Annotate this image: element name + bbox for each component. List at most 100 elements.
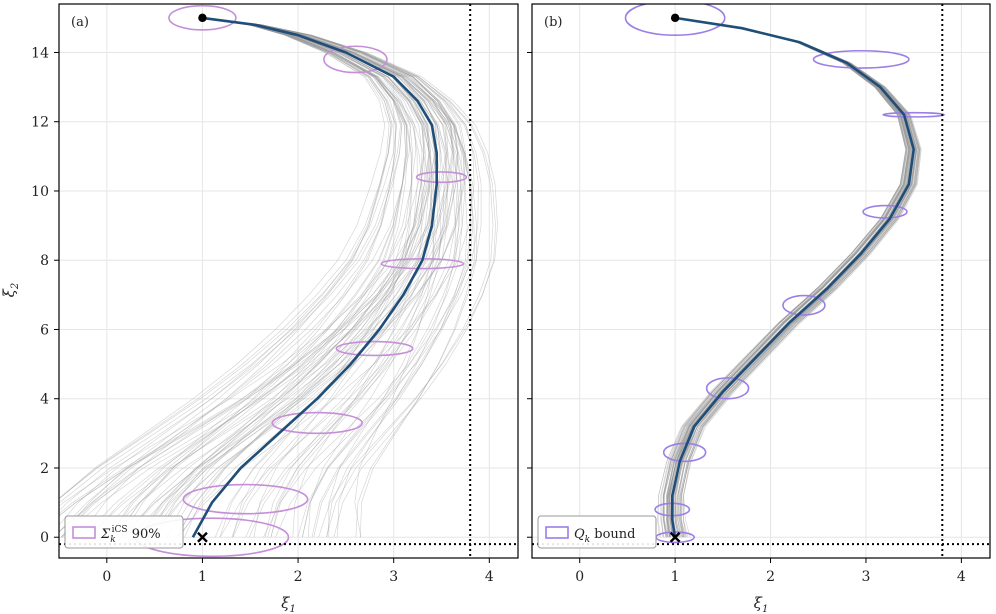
sample-trajectory xyxy=(668,17,910,538)
x-axis-label-main: ξ xyxy=(281,594,290,612)
sample-trajectory xyxy=(675,17,911,538)
sample-trajectory xyxy=(202,17,435,538)
sample-trajectory xyxy=(148,17,406,538)
sample-trajectory xyxy=(662,17,907,538)
sample-trajectory xyxy=(668,17,914,538)
sample-trajectory xyxy=(202,17,494,538)
sample-trajectory xyxy=(663,17,911,538)
target-marker xyxy=(669,531,681,543)
sample-trajectory xyxy=(668,17,909,538)
sample-trajectory xyxy=(137,17,425,538)
sample-trajectory xyxy=(142,17,442,538)
sample-trajectory xyxy=(81,17,435,538)
panel-label: (b) xyxy=(544,15,562,30)
sample-trajectory xyxy=(166,17,408,538)
sample-trajectory xyxy=(666,17,917,538)
confidence-ellipse xyxy=(862,204,908,219)
sample-trajectory xyxy=(138,17,425,538)
sample-trajectory xyxy=(59,17,447,514)
sample-trajectory xyxy=(59,17,436,507)
sample-trajectory xyxy=(129,17,465,538)
x-tick-label: 4 xyxy=(957,569,966,585)
sample-trajectory xyxy=(103,17,459,538)
sample-trajectory xyxy=(59,17,449,517)
x-tick-label: 4 xyxy=(485,569,494,585)
y-tick-label: 6 xyxy=(40,322,49,338)
sample-trajectory xyxy=(675,17,915,538)
sample-trajectory xyxy=(122,17,459,538)
sample-trajectory xyxy=(114,17,416,538)
legend-swatch xyxy=(545,526,569,539)
sample-trajectory xyxy=(667,17,915,538)
sample-trajectory xyxy=(202,17,496,538)
start-marker xyxy=(670,13,680,23)
sample-trajectory xyxy=(60,17,392,538)
sample-trajectory xyxy=(149,17,462,538)
mean-trajectory xyxy=(670,16,916,538)
y-tick-label: 14 xyxy=(31,45,49,61)
target-marker xyxy=(197,531,208,543)
sample-trajectory xyxy=(60,17,425,538)
x-tick-label: 1 xyxy=(198,569,207,585)
y-tick-label: 10 xyxy=(31,184,49,200)
legend-label-suffix: 90% xyxy=(128,527,161,542)
sample-trajectory xyxy=(675,17,917,538)
sample-trajectory xyxy=(672,17,909,538)
x-tick-label: 1 xyxy=(671,569,680,585)
sample-trajectory xyxy=(672,17,910,538)
confidence-ellipse xyxy=(624,4,726,36)
sample-trajectory xyxy=(669,17,913,538)
sample-trajectory xyxy=(125,17,430,538)
legend-label: ΣkiCS 90% xyxy=(100,525,161,545)
axes-frame xyxy=(531,3,991,559)
start-marker xyxy=(198,13,207,23)
legend-label-sub: k xyxy=(585,535,590,545)
sample-trajectory xyxy=(666,17,910,538)
sample-trajectory xyxy=(657,17,910,538)
sample-trajectory xyxy=(669,17,908,538)
sample-trajectory xyxy=(666,17,910,538)
sample-trajectory xyxy=(59,17,401,504)
sample-trajectory xyxy=(667,17,914,538)
axes-frame xyxy=(58,3,519,559)
y-tick-label: 2 xyxy=(40,461,49,477)
mean-trajectory xyxy=(191,16,439,538)
confidence-ellipse xyxy=(705,377,750,400)
confidence-ellipse xyxy=(882,111,946,118)
legend-box xyxy=(64,515,184,549)
legend-box xyxy=(537,515,657,549)
sample-trajectory xyxy=(61,17,455,538)
y-tick-label: 8 xyxy=(40,253,49,269)
sample-trajectory xyxy=(202,17,418,538)
sample-trajectory xyxy=(156,17,406,538)
legend: Qk bound xyxy=(537,515,657,549)
sample-trajectory xyxy=(669,17,913,538)
sample-trajectory xyxy=(143,17,448,538)
sample-trajectory xyxy=(671,17,912,538)
x-axis-label-main: ξ xyxy=(754,594,763,612)
sample-trajectory xyxy=(202,17,412,538)
x-axis-label-sub: 1 xyxy=(762,604,768,614)
plot-area xyxy=(624,4,946,544)
confidence-ellipse xyxy=(415,171,468,184)
sample-trajectory xyxy=(59,17,453,517)
sample-trajectory xyxy=(674,17,914,538)
sample-trajectory xyxy=(108,17,408,538)
x-tick-label: 0 xyxy=(575,569,584,585)
sample-trajectory xyxy=(671,17,917,538)
sample-trajectory xyxy=(59,17,403,512)
sample-trajectory xyxy=(668,17,911,538)
x-axis-label: ξ1 xyxy=(754,594,769,614)
sample-trajectory xyxy=(202,17,442,538)
sample-trajectory xyxy=(663,17,907,538)
confidence-ellipse xyxy=(182,483,309,515)
sample-trajectory xyxy=(660,17,907,538)
sample-trajectory xyxy=(59,17,398,500)
y-tick-label: 0 xyxy=(40,530,49,546)
sample-trajectory xyxy=(662,17,907,538)
sample-trajectory xyxy=(119,17,467,538)
sample-trajectory xyxy=(666,17,911,538)
sample-trajectory xyxy=(59,17,438,533)
sample-trajectory xyxy=(179,17,449,538)
